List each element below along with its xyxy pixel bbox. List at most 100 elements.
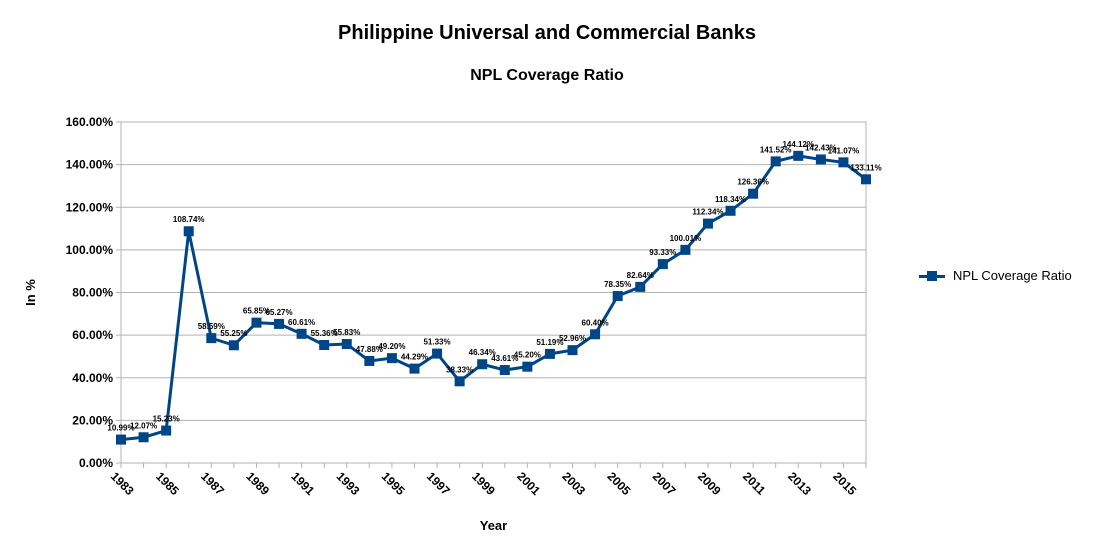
legend: NPL Coverage Ratio (919, 268, 1072, 283)
data-point (138, 432, 149, 443)
data-label: 55.83% (333, 328, 360, 337)
data-point (567, 345, 578, 356)
data-label: 141.52% (760, 145, 792, 154)
data-label: 142.43% (805, 143, 837, 152)
data-point (657, 259, 668, 270)
data-point (251, 317, 262, 328)
data-label: 55.25% (220, 329, 247, 338)
data-point (612, 291, 623, 302)
data-label: 49.20% (378, 342, 405, 351)
data-point (274, 318, 285, 329)
x-tick-label: 2011 (740, 469, 769, 498)
data-point (228, 340, 239, 351)
data-label: 43.61% (491, 354, 518, 363)
series-line (120, 154, 867, 442)
data-point (206, 333, 217, 344)
x-tick-label: 1999 (469, 469, 498, 498)
x-tick-label: 2015 (830, 469, 859, 498)
x-tick-label: 2005 (605, 469, 634, 498)
x-tick-label: 1993 (334, 469, 363, 498)
data-point (725, 205, 736, 216)
data-point (522, 361, 533, 372)
y-tick-label: 80.00% (72, 286, 113, 300)
data-point (364, 355, 375, 366)
data-label: 12.07% (130, 421, 157, 430)
x-tick-label: 1987 (198, 469, 227, 498)
y-tick-label: 140.00% (66, 158, 114, 172)
data-point (409, 363, 420, 374)
x-tick-label: 2013 (785, 469, 814, 498)
y-axis-title: In % (23, 279, 38, 306)
data-label: 38.33% (446, 365, 473, 374)
data-label: 82.64% (627, 271, 654, 280)
data-point (116, 434, 126, 445)
data-label: 51.33% (423, 338, 450, 347)
data-label: 44.29% (401, 353, 428, 362)
data-label: 93.33% (649, 248, 676, 257)
y-tick-label: 40.00% (72, 371, 113, 385)
x-tick-label: 1989 (243, 469, 272, 498)
data-label: 60.40% (582, 318, 609, 327)
data-point (861, 174, 871, 185)
y-tick-label: 60.00% (72, 328, 113, 342)
data-label: 60.61% (288, 318, 315, 327)
x-tick-label: 1983 (108, 469, 137, 498)
data-point (499, 365, 510, 376)
x-tick-label: 1997 (424, 469, 453, 498)
chart-subtitle: NPL Coverage Ratio (470, 67, 624, 84)
data-label: 65.27% (265, 308, 292, 317)
data-point (770, 156, 781, 167)
data-label: 58.59% (198, 322, 225, 331)
data-point (454, 376, 465, 387)
data-point (183, 226, 194, 237)
data-label: 144.12% (782, 140, 814, 149)
x-axis-title: Year (480, 518, 507, 533)
data-label: 10.99% (107, 424, 134, 433)
x-tick-label: 1991 (288, 469, 317, 498)
data-label: 108.74% (173, 215, 205, 224)
data-label: 65.85% (243, 307, 270, 316)
data-label: 52.96% (559, 334, 586, 343)
data-point (161, 425, 172, 436)
legend-swatch (919, 270, 945, 282)
data-point (296, 328, 307, 339)
data-point (680, 244, 691, 255)
data-point (838, 157, 849, 168)
data-label: 45.20% (514, 351, 541, 360)
legend-label: NPL Coverage Ratio (953, 268, 1072, 283)
data-point (793, 150, 804, 161)
data-label: 112.34% (692, 208, 723, 217)
data-label: 126.36% (737, 178, 769, 187)
x-tick-label: 2007 (650, 469, 679, 498)
y-tick-label: 20.00% (72, 413, 113, 427)
data-point (590, 329, 601, 340)
x-tick-label: 2009 (695, 469, 724, 498)
y-tick-label: 160.00% (66, 115, 114, 129)
data-point (386, 353, 397, 364)
data-label: 141.07% (828, 146, 860, 155)
data-point (635, 281, 646, 292)
data-label: 133.11% (850, 163, 881, 172)
data-point (341, 339, 352, 350)
data-label: 46.34% (469, 348, 496, 357)
x-tick-label: 2001 (514, 469, 543, 498)
data-point (319, 340, 330, 351)
y-tick-label: 0.00% (79, 456, 113, 470)
x-tick-label: 1985 (153, 469, 182, 498)
data-label: 51.19% (536, 338, 563, 347)
data-point (544, 348, 555, 359)
data-point (815, 154, 826, 165)
data-label: 55.36% (311, 329, 338, 338)
data-label: 15.23% (153, 415, 180, 424)
x-tick-label: 1995 (379, 469, 408, 498)
data-label: 118.34% (715, 195, 746, 204)
data-point (702, 218, 713, 229)
x-tick-label: 2003 (559, 469, 588, 498)
data-point (748, 188, 759, 199)
data-label: 100.01% (670, 234, 702, 243)
y-tick-label: 100.00% (66, 243, 114, 257)
data-point (477, 359, 488, 370)
y-tick-label: 120.00% (66, 200, 114, 214)
data-label: 47.88% (356, 345, 383, 354)
